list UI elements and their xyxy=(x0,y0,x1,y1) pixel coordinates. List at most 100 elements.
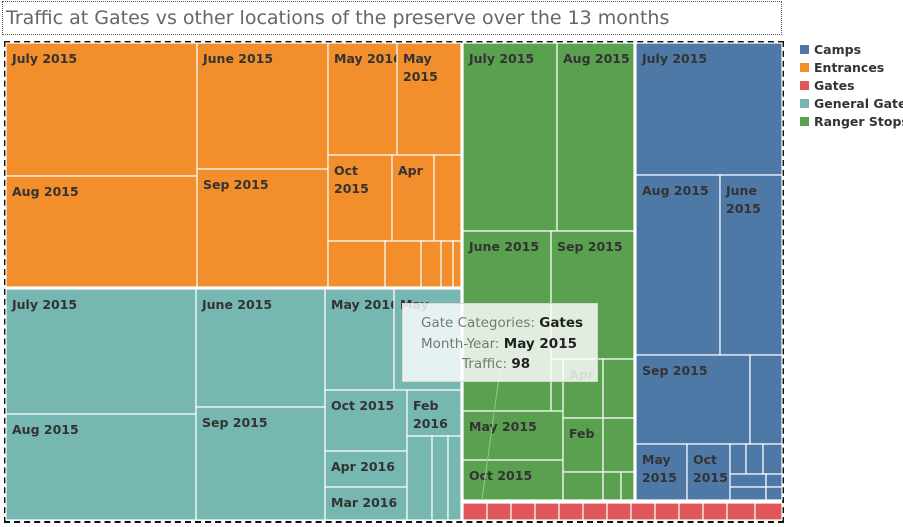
tooltip-row: Gate Categories: Gates xyxy=(421,315,583,331)
treemap-cell-general-gates-4[interactable] xyxy=(324,288,395,391)
treemap-cell-entrances-2[interactable] xyxy=(196,42,329,170)
treemap-cell-general-gates-9[interactable] xyxy=(324,486,408,521)
legend-item-gates[interactable]: Gates xyxy=(800,76,903,94)
treemap-cell-gates-0[interactable] xyxy=(462,502,488,521)
cell-label: Oct 2015 xyxy=(693,452,728,485)
treemap-cell-gates-12[interactable] xyxy=(754,502,783,521)
legend-item-ranger-stops[interactable]: Ranger Stops xyxy=(800,113,903,131)
chart-title: Traffic at Gates vs other locations of t… xyxy=(6,7,670,29)
cell-label: Feb 2016 xyxy=(413,398,448,431)
treemap-cell-gates-1[interactable] xyxy=(486,502,512,521)
treemap-cell-entrances-0[interactable] xyxy=(5,42,198,177)
cell-label: July 2015 xyxy=(468,51,534,66)
treemap-cell-camps-9[interactable] xyxy=(762,443,783,475)
treemap-cell-ranger-stops-7[interactable] xyxy=(562,417,604,473)
treemap-cell-camps-2[interactable] xyxy=(719,174,783,356)
treemap-cell-ranger-stops-1[interactable] xyxy=(556,42,635,232)
cell-label: June 2015 xyxy=(725,183,761,216)
treemap-cell-entrances-12[interactable] xyxy=(440,240,454,288)
cell-label: Aug 2015 xyxy=(642,183,709,198)
cell-label: Sep 2015 xyxy=(202,415,268,430)
treemap-cell-general-gates-10[interactable] xyxy=(406,435,433,521)
treemap-cell-general-gates-12[interactable] xyxy=(447,435,462,521)
cell-label: Mar 2016 xyxy=(331,495,397,510)
treemap-cell-gates-4[interactable] xyxy=(558,502,584,521)
treemap-cell-ranger-stops-8[interactable] xyxy=(602,358,635,419)
treemap-cell-gates-10[interactable] xyxy=(702,502,728,521)
group-entrances: July 2015 Aug 2015 June 2015 Sep 2015 May 20… xyxy=(5,42,462,288)
legend: Camps Entrances Gates General Gates Ranger S… xyxy=(800,40,903,131)
treemap-cell-general-gates-0[interactable] xyxy=(5,288,197,415)
treemap-cell-gates-5[interactable] xyxy=(582,502,608,521)
treemap-cell-ranger-stops-4[interactable] xyxy=(462,410,564,461)
cell-label: Aug 2015 xyxy=(563,51,630,66)
treemap-cell-ranger-stops-9[interactable] xyxy=(602,417,635,473)
treemap-cell-camps-6[interactable] xyxy=(749,354,783,445)
treemap-cell-general-gates-11[interactable] xyxy=(431,435,449,521)
group-ranger-stops: July 2015 Aug 2015 June 2015 Sep 2015 May 20… xyxy=(462,42,635,501)
treemap-cell-camps-4[interactable] xyxy=(635,443,688,501)
treemap-cell-ranger-stops-11[interactable] xyxy=(562,471,604,501)
treemap-cell-ranger-stops-12[interactable] xyxy=(602,471,622,501)
cell-label: Apr 2016 xyxy=(331,459,395,474)
treemap-cell-camps-8[interactable] xyxy=(745,443,764,475)
tooltip-value: Gates xyxy=(539,315,584,331)
legend-swatch xyxy=(800,62,809,72)
legend-label: Entrances xyxy=(814,59,885,75)
treemap-cell-general-gates-2[interactable] xyxy=(195,288,326,408)
treemap-cell-camps-11[interactable] xyxy=(765,473,783,488)
cell-label: Oct 2015 xyxy=(331,398,394,413)
chart-title-box: Traffic at Gates vs other locations of t… xyxy=(2,1,782,35)
treemap-cell-camps-1[interactable] xyxy=(635,174,721,356)
treemap-cell-gates-9[interactable] xyxy=(678,502,704,521)
treemap-cell-entrances-11[interactable] xyxy=(420,240,442,288)
group-camps: July 2015 Aug 2015 June 2015 Sep 2015 May 2015… xyxy=(635,42,783,501)
legend-item-camps[interactable]: Camps xyxy=(800,40,903,58)
treemap-cell-ranger-stops-0[interactable] xyxy=(462,42,558,232)
cell-label: June 2015 xyxy=(468,239,539,254)
treemap-cell-entrances-4[interactable] xyxy=(327,42,398,156)
legend-swatch xyxy=(800,99,809,109)
group-general-gates: July 2015 Aug 2015 June 2015 Sep 2015 May 20… xyxy=(5,288,462,521)
legend-label: General Gates xyxy=(814,96,903,112)
treemap-cell-general-gates-7[interactable] xyxy=(406,389,462,437)
legend-label: Camps xyxy=(814,41,862,57)
treemap-cell-gates-7[interactable] xyxy=(630,502,656,521)
treemap-cell-camps-13[interactable] xyxy=(765,486,783,501)
treemap-cell-gates-2[interactable] xyxy=(510,502,536,521)
treemap-cell-camps-10[interactable] xyxy=(729,473,767,488)
treemap-cell-camps-12[interactable] xyxy=(729,486,767,501)
treemap-cell-camps-7[interactable] xyxy=(729,443,747,475)
treemap-cell-ranger-stops-5[interactable] xyxy=(462,459,564,501)
cell-label: May 2015 xyxy=(469,419,537,434)
cell-label: Sep 2015 xyxy=(642,363,708,378)
treemap-cell-entrances-13[interactable] xyxy=(452,240,462,288)
treemap-cell-gates-8[interactable] xyxy=(654,502,680,521)
legend-swatch xyxy=(800,117,809,127)
treemap-cell-entrances-9[interactable] xyxy=(327,240,386,288)
legend-item-general-gates[interactable]: General Gates xyxy=(800,95,903,113)
treemap-cell-gates-11[interactable] xyxy=(726,502,756,521)
legend-swatch xyxy=(800,80,809,90)
treemap-cell-ranger-stops-13[interactable] xyxy=(620,471,635,501)
cell-label: July 2015 xyxy=(641,51,707,66)
legend-item-entrances[interactable]: Entrances xyxy=(800,58,903,76)
treemap-cell-entrances-8[interactable] xyxy=(433,154,462,242)
cell-label: June 2015 xyxy=(202,51,273,66)
treemap-cell-gates-3[interactable] xyxy=(534,502,560,521)
treemap-cell-general-gates-1[interactable] xyxy=(5,413,197,521)
cell-label: July 2015 xyxy=(11,297,77,312)
cell-label: Aug 2015 xyxy=(12,422,79,437)
tooltip-row: Traffic: 98 xyxy=(462,356,530,372)
treemap-cell-general-gates-3[interactable] xyxy=(195,406,326,521)
plot-frame xyxy=(4,41,784,523)
treemap-cell-entrances-1[interactable] xyxy=(5,175,198,288)
treemap-cell-camps-5[interactable] xyxy=(686,443,731,501)
treemap-cell-entrances-10[interactable] xyxy=(384,240,422,288)
treemap-cell-entrances-3[interactable] xyxy=(196,168,329,288)
cell-label: Aug 2015 xyxy=(12,184,79,199)
treemap-cell-gates-6[interactable] xyxy=(606,502,632,521)
tooltip-key: Gate Categories: xyxy=(421,315,540,331)
treemap-cell-camps-0[interactable] xyxy=(635,42,783,176)
